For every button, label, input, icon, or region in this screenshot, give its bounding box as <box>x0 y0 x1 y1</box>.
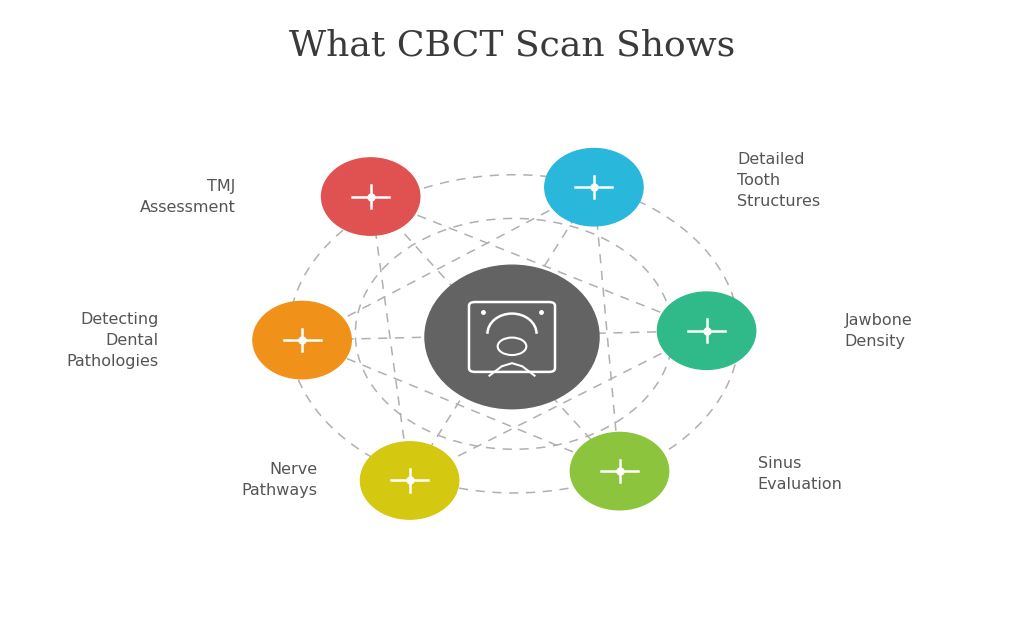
Text: What CBCT Scan Shows: What CBCT Scan Shows <box>289 28 735 62</box>
Ellipse shape <box>253 301 351 379</box>
Ellipse shape <box>425 265 599 409</box>
Ellipse shape <box>545 149 643 226</box>
Text: Detecting
Dental
Pathologies: Detecting Dental Pathologies <box>67 311 159 369</box>
Text: Jawbone
Density: Jawbone Density <box>845 313 912 349</box>
Text: Detailed
Tooth
Structures: Detailed Tooth Structures <box>737 152 820 210</box>
Ellipse shape <box>322 158 420 235</box>
Ellipse shape <box>657 292 756 369</box>
Ellipse shape <box>570 432 669 510</box>
Text: Sinus
Evaluation: Sinus Evaluation <box>758 456 843 492</box>
Text: TMJ
Assessment: TMJ Assessment <box>139 178 236 215</box>
Text: Nerve
Pathways: Nerve Pathways <box>242 462 317 499</box>
Ellipse shape <box>360 442 459 519</box>
